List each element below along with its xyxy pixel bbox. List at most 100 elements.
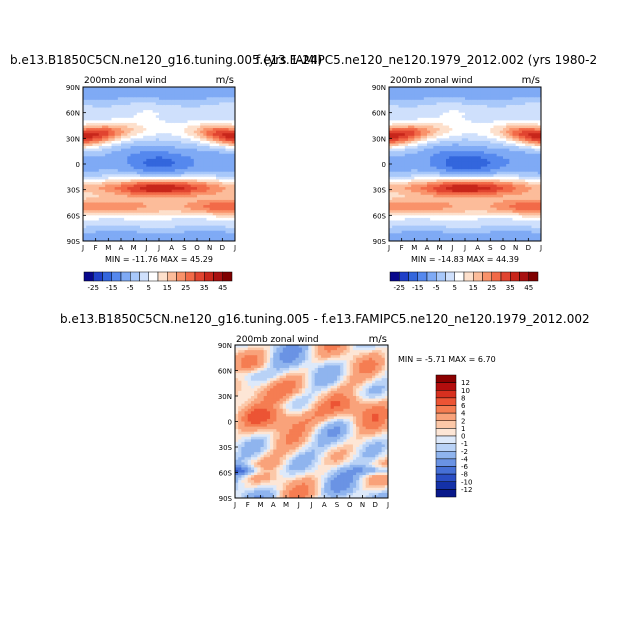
panel-control-field-cell	[121, 197, 125, 201]
panel-control-field-cell	[181, 169, 185, 173]
panel-control-field-cell	[98, 138, 103, 142]
panel-amip-field-cell	[490, 120, 495, 124]
panel-amip-field-cell	[404, 140, 409, 145]
panel-control-field-cell	[136, 212, 141, 216]
panel-control-field-cell	[203, 99, 208, 103]
panel-control-field-cell	[102, 212, 106, 216]
panel-control-field-cell	[130, 189, 135, 193]
panel-control-field-cell	[174, 92, 179, 96]
panel-control-field-cell	[146, 164, 151, 168]
panel-amip-field-cell	[392, 115, 396, 119]
panel-control-field-cell	[193, 146, 198, 150]
panel-control-field-cell	[146, 128, 151, 132]
panel-control-field-cell	[168, 97, 173, 101]
panel-control-field-cell	[216, 189, 220, 193]
panel-control-field-cell	[168, 220, 173, 224]
panel-control-field-cell	[222, 151, 227, 155]
panel-amip-field-cell	[398, 122, 403, 127]
panel-amip-field-cell	[392, 146, 396, 150]
panel-control-field-cell	[136, 210, 141, 214]
panel-control-field-cell	[124, 89, 128, 93]
panel-control-field-cell	[171, 181, 176, 186]
panel-control-field-cell	[117, 153, 122, 157]
panel-control-field-cell	[133, 87, 138, 91]
panel-amip-field-cell	[487, 171, 491, 175]
panel-control-field-cell	[98, 181, 103, 186]
panel-amip-field-cell	[468, 230, 472, 234]
panel-amip-field-cell	[427, 225, 431, 229]
panel-control-field-cell	[187, 205, 192, 209]
panel-control-field-cell	[206, 215, 211, 219]
panel-control-field-cell	[149, 192, 154, 196]
panel-amip-field-cell	[471, 215, 476, 219]
panel-amip-field-cell	[436, 161, 441, 165]
panel-amip-field-cell	[408, 207, 412, 211]
panel-amip-field-cell	[484, 122, 488, 127]
panel-amip-field-cell	[408, 120, 412, 124]
panel-amip-field-cell	[490, 217, 495, 222]
panel-control-field-cell	[127, 210, 132, 214]
panel-control-field-cell	[184, 87, 189, 91]
panel-control-field-cell	[140, 156, 144, 160]
panel-control-field-cell	[111, 171, 116, 175]
panel-amip-field-cell	[490, 171, 495, 175]
panel-amip-field-cell	[493, 104, 498, 109]
panel-control-field-cell	[111, 199, 116, 204]
panel-control-field-cell	[200, 220, 204, 224]
panel-control-field-cell	[203, 128, 208, 132]
panel-control-field-cell	[178, 184, 182, 188]
panel-amip-field-cell	[458, 148, 463, 152]
panel-control-field-cell	[193, 107, 198, 111]
panel-amip-field-cell	[414, 192, 419, 196]
panel-control-field-cell	[143, 143, 147, 147]
panel-control-field-cell	[168, 205, 173, 209]
panel-amip-field-cell	[455, 151, 460, 155]
panel-control-field-cell	[184, 238, 189, 241]
panel-control-field-cell	[219, 194, 223, 198]
panel-control-field-cell	[130, 89, 135, 93]
panel-amip-field-cell	[471, 133, 476, 137]
panel-amip-field-cell	[465, 197, 469, 201]
panel-amip-field-cell	[430, 169, 434, 173]
panel-control-field-cell	[117, 158, 122, 163]
panel-control-field-cell	[124, 143, 128, 147]
panel-control-field-cell	[222, 143, 227, 147]
panel-amip-field-cell	[442, 164, 447, 168]
panel-control-field-cell	[206, 233, 211, 237]
panel-amip-field-cell	[408, 181, 412, 186]
panel-control-field-cell	[146, 210, 151, 214]
panel-control-field-cell	[184, 197, 189, 201]
panel-amip-field-cell	[392, 164, 396, 168]
panel-control-field-cell	[86, 156, 90, 160]
panel-control-field-cell	[219, 223, 223, 227]
panel-control-field-cell	[181, 156, 185, 160]
panel-control-field-cell	[149, 110, 154, 114]
panel-control-field-cell	[225, 235, 230, 240]
panel-control-field-cell	[165, 217, 170, 222]
panel-amip-field-cell	[458, 138, 463, 142]
panel-amip-field-cell	[439, 140, 444, 145]
panel-control-field-cell	[136, 112, 141, 116]
panel-control-field-cell	[105, 97, 109, 101]
panel-amip-field-cell	[484, 104, 488, 109]
panel-amip-field-cell	[404, 112, 409, 116]
panel-amip-field-cell	[414, 107, 419, 111]
panel-amip-field-cell	[389, 99, 393, 103]
panel-control-field-cell	[228, 223, 233, 227]
panel-control-field-cell	[95, 125, 100, 129]
panel-amip-field-cell	[417, 92, 422, 96]
panel-control-field-cell	[225, 122, 230, 127]
panel-control-field-cell	[149, 212, 154, 216]
panel-control-field-cell	[209, 153, 214, 157]
panel-amip-field-cell	[430, 205, 434, 209]
panel-amip-field-cell	[446, 104, 450, 109]
panel-amip-field-cell	[401, 102, 406, 106]
panel-control-field-cell	[108, 112, 113, 116]
panel-amip-field-cell	[465, 122, 469, 127]
panel-control-field-cell	[83, 166, 87, 170]
panel-control-field-cell	[98, 94, 103, 98]
panel-control-field-cell	[108, 138, 113, 142]
panel-control-field-cell	[162, 89, 166, 93]
panel-amip-field-cell	[395, 89, 400, 93]
panel-amip-field-cell	[404, 115, 409, 119]
